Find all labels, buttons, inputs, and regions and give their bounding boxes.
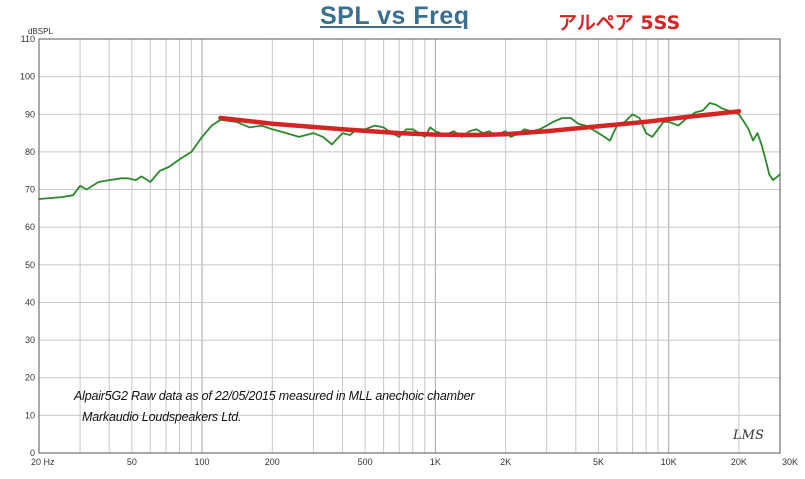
y-tick-label: 40 (25, 297, 35, 307)
x-tick-label: 500 (358, 457, 373, 467)
y-tick-label: 110 (21, 34, 35, 44)
x-tick-label: 30K (782, 457, 798, 467)
x-tick-label: 2K (500, 457, 511, 467)
series-layer (38, 102, 781, 200)
y-tick-label: 70 (25, 185, 35, 195)
y-tick-label: 60 (25, 222, 35, 232)
x-tick-label: 1K (430, 457, 441, 467)
y-tick-label: 50 (25, 260, 35, 270)
chart-subtitle: アルペア 5SS (558, 12, 681, 34)
y-tick-label: 80 (25, 147, 35, 157)
x-tick-label: 200 (265, 457, 280, 467)
x-tick-label: 20K (731, 457, 747, 467)
y-axis-unit-label: dBSPL (28, 27, 53, 36)
y-tick-label: 100 (20, 72, 35, 82)
x-tick-label: 5K (593, 457, 604, 467)
x-tick-label: 50 (127, 457, 137, 467)
x-tick-label: 20 Hz (31, 457, 55, 467)
chart-title: SPL vs Freq (320, 2, 470, 30)
x-tick-label: 100 (195, 457, 210, 467)
lms-signature: LMS (733, 428, 764, 443)
measurement-note: Alpair5G2 Raw data as of 22/05/2015 meas… (74, 389, 475, 403)
y-tick-label: 90 (25, 109, 35, 119)
trend-line-series (218, 109, 742, 138)
company-note: Markaudio Loudspeakers Ltd. (82, 410, 242, 424)
tick-label-layer: 0 10 20 30 40 50 60 70 80 90 100 110 20 Hz 50 100 200 50… (20, 34, 798, 467)
plot-frame (38, 38, 781, 454)
y-tick-label: 20 (25, 373, 35, 383)
y-tick-label: 0 (30, 448, 35, 458)
y-tick-label: 30 (25, 335, 35, 345)
grid-layer (38, 38, 781, 454)
measured-spl-series (38, 102, 781, 200)
x-tick-label: 10K (661, 457, 677, 467)
y-tick-label: 10 (25, 410, 35, 420)
